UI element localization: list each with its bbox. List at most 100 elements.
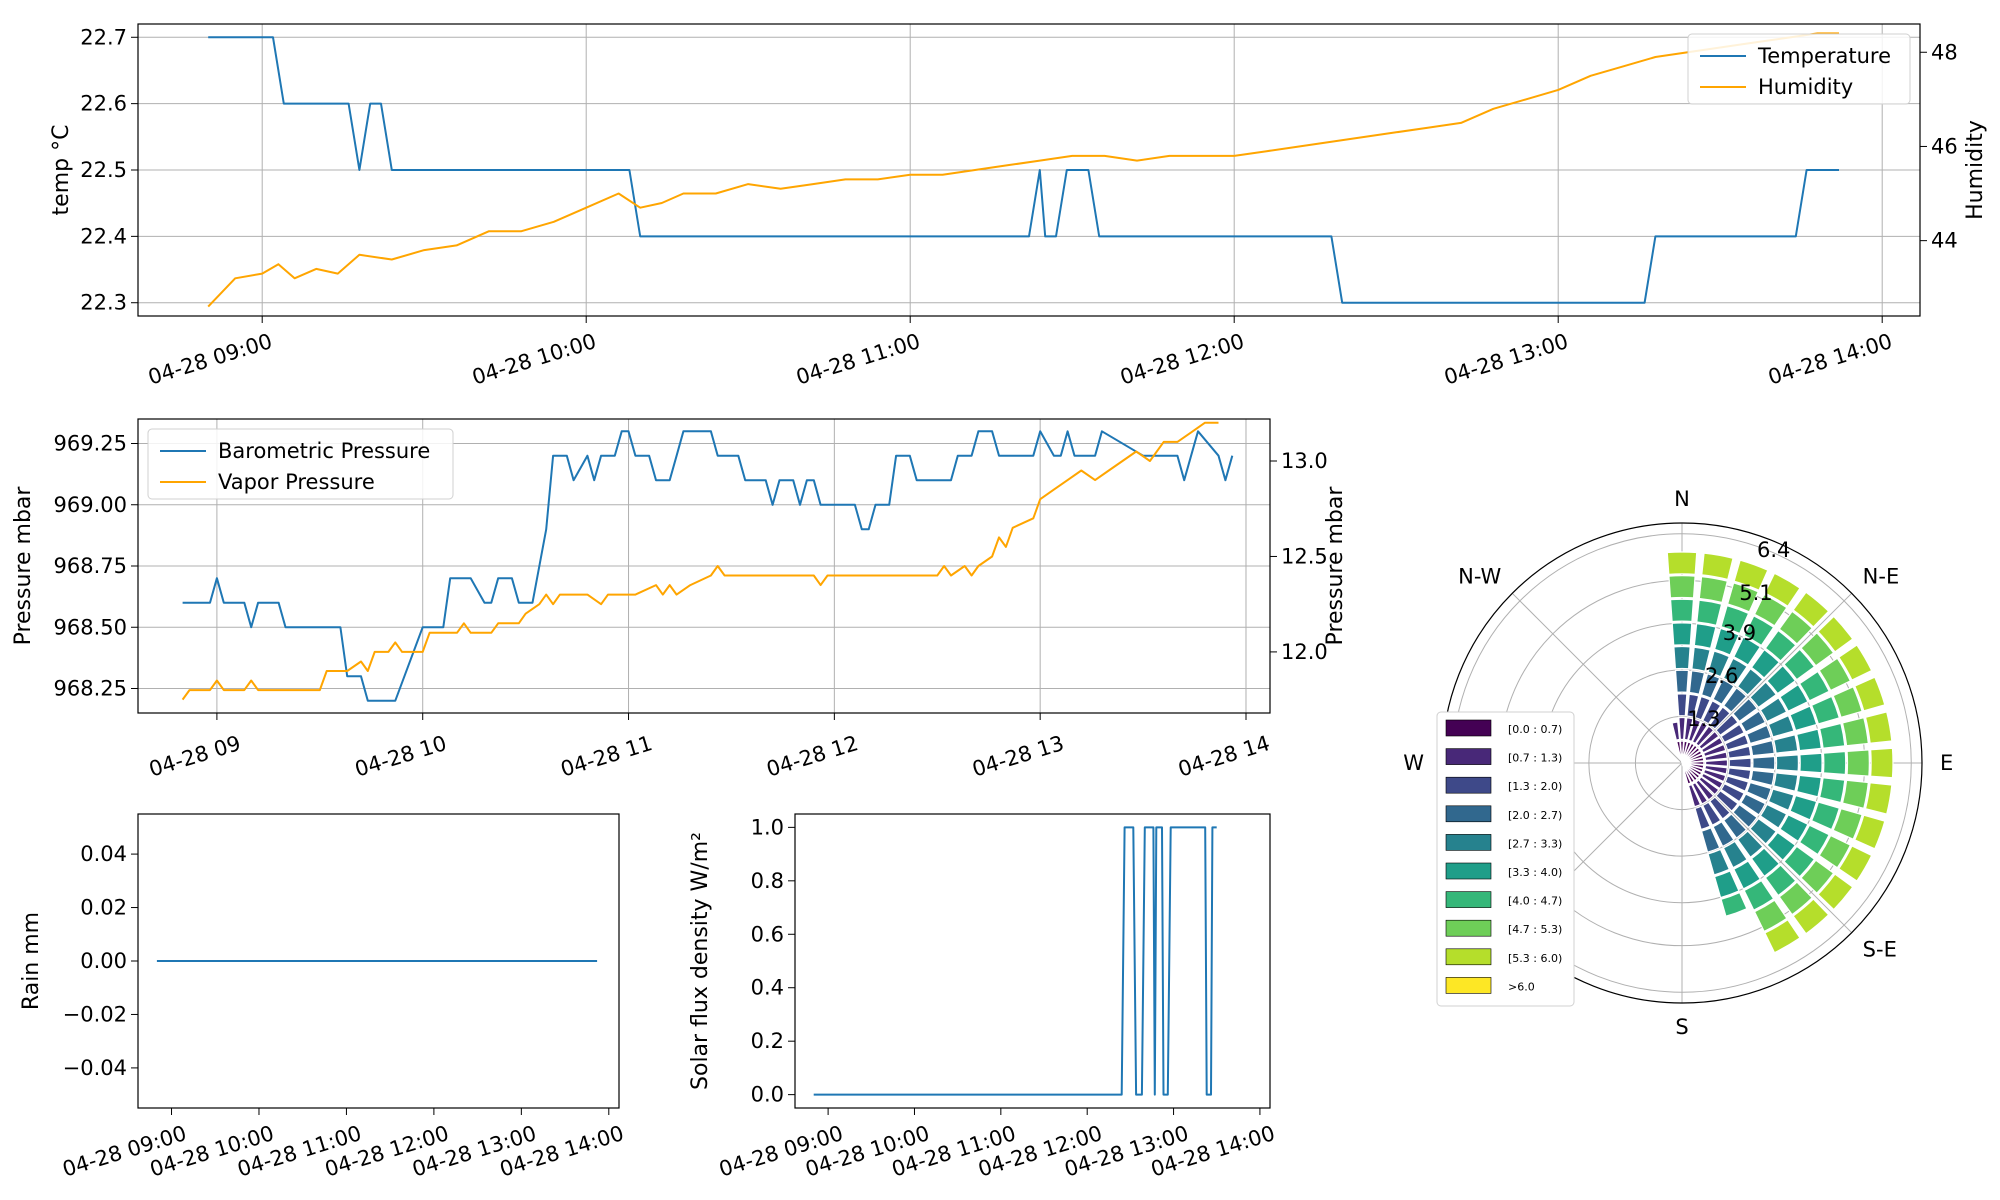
wind-bar-segment	[1728, 757, 1752, 769]
wind-bar-segment	[1853, 676, 1886, 712]
y-tick-label: 22.3	[80, 291, 127, 315]
wind-bar-segment	[1767, 788, 1795, 812]
wind-bar-segment	[1798, 824, 1830, 856]
direction-label: E	[1940, 751, 1953, 775]
wind-bar-segment	[1818, 777, 1846, 804]
direction-spoke	[1511, 592, 1683, 764]
wind-bar-segment	[1722, 840, 1748, 869]
y2-tick-label: 46	[1931, 134, 1958, 158]
y-axis-label: Solar flux density W/m²	[688, 832, 713, 1090]
x-tick-label: 04-28 10:00	[469, 329, 599, 389]
wind-bar-segment	[1837, 644, 1873, 681]
wind-bar-segment	[1779, 814, 1809, 843]
wind-bar-segment	[1681, 753, 1704, 764]
wind-legend-label: [4.7 : 5.3)	[1508, 923, 1562, 936]
y-ticks: 968.25 968.50 968.75 969.00 969.25	[54, 432, 138, 701]
y-tick-label: 0.00	[80, 949, 127, 973]
wind-bar-segment	[1870, 747, 1894, 779]
wind-bar-segment	[1739, 793, 1767, 816]
y-tick-label: 0.04	[80, 842, 127, 866]
wind-bar-segment	[1799, 752, 1823, 774]
wind-bar-segment	[1810, 801, 1841, 831]
legend-label: Humidity	[1758, 75, 1853, 99]
wind-legend-label: [0.7 : 1.3)	[1508, 752, 1562, 765]
y2-tick-label: 44	[1931, 229, 1958, 253]
wind-legend: [0.0 : 0.7) [0.7 : 1.3) [1.3 : 2.0) [2.0 : …	[1436, 711, 1575, 1007]
legend-label: Vapor Pressure	[218, 470, 375, 494]
legend-label: Barometric Pressure	[218, 439, 430, 463]
wind-bar-segment	[1720, 782, 1745, 803]
wind-bar-segment	[1749, 817, 1778, 845]
wind-legend-swatch	[1445, 948, 1492, 966]
y-axis-label: Pressure mbar	[11, 486, 36, 646]
x-tick-label: 04-28 14:00	[1765, 329, 1895, 389]
wind-bar-segment	[1724, 775, 1750, 792]
x-ticks: 04-28 09 04-28 10 04-28 11 04-28 12 04-28 13…	[146, 713, 1273, 782]
wind-bar-segment	[1693, 623, 1717, 650]
wind-bar-segment	[1822, 750, 1847, 776]
x-ticks: 04-28 09:00 04-28 10:00 04-28 11:00 04-28 1…	[145, 316, 1895, 390]
wind-legend-swatch	[1445, 776, 1492, 794]
wind-bar-segment	[1795, 728, 1822, 752]
wind-bar-segment	[1733, 860, 1762, 890]
y2-tick-label: 48	[1931, 40, 1958, 64]
x-tick-label: 04-28 09	[146, 731, 243, 782]
wind-bar-segment	[1683, 717, 1694, 741]
wind-bar-segment	[1818, 722, 1846, 749]
x-tick-label: 04-28 09:00	[145, 329, 275, 389]
wind-bar-segment	[1702, 768, 1727, 783]
legend-label: Temperature	[1757, 44, 1891, 68]
y-tick-label: 22.5	[80, 158, 127, 182]
x-tick-label: 04-28 10	[352, 731, 449, 782]
wind-bar-segment	[1696, 599, 1723, 627]
direction-label: S-E	[1863, 938, 1897, 962]
wind-bar-segment	[1675, 740, 1683, 764]
y-ticks: 22.3 22.4 22.5 22.6 22.7	[80, 25, 138, 315]
y-tick-label: −0.04	[63, 1056, 127, 1080]
wind-bar-segment	[1691, 646, 1711, 672]
wind-bar-segment	[1753, 593, 1788, 627]
y-tick-label: 969.25	[54, 432, 127, 456]
series-line-humidity	[207, 32, 1839, 308]
wind-bar-segment	[1783, 648, 1816, 681]
wind-bar-segment	[1832, 807, 1863, 840]
wind-bar-segment	[1671, 721, 1681, 741]
y2-ticks: 12.0 12.5 13.0	[1270, 449, 1328, 664]
y-tick-label: 968.50	[54, 615, 127, 639]
direction-label: W	[1403, 751, 1424, 775]
wind-bar-segment	[1681, 762, 1696, 784]
wind-legend-swatch	[1445, 977, 1492, 994]
wind-bar-segment	[1749, 681, 1778, 709]
wind-bar-segment	[1673, 645, 1691, 670]
y-axis-label: Rain mm	[19, 912, 44, 1010]
y2-tick-label: 13.0	[1281, 449, 1328, 473]
wind-bar-segment	[1676, 693, 1688, 717]
wind-bar-segment	[1704, 764, 1728, 775]
wind-bar-segment	[1778, 610, 1813, 645]
wind-bar-segment	[1792, 898, 1830, 935]
wind-bar-segment	[1818, 834, 1852, 869]
wind-bar-segment	[1767, 714, 1795, 738]
wind-bar-segment	[1713, 627, 1740, 656]
wind-bar-segment	[1864, 711, 1893, 744]
x-tick-label: 04-28 14	[1175, 731, 1272, 782]
wind-bar-segment	[1750, 648, 1781, 679]
wind-bar-segment	[1745, 724, 1772, 745]
wind-bar-segment	[1681, 762, 1699, 782]
wind-bar-segment	[1708, 706, 1731, 730]
wind-legend-label: [2.7 : 3.3)	[1508, 837, 1562, 850]
wind-legend-label: [0.0 : 0.7)	[1508, 723, 1562, 736]
y-tick-label: 969.00	[54, 493, 127, 517]
wind-bar-segment	[1766, 664, 1797, 695]
wind-bar-segment	[1750, 739, 1775, 757]
y-tick-label: 22.6	[80, 92, 127, 116]
wind-bar-segment	[1700, 736, 1724, 754]
x-tick-label: 04-28 11	[558, 731, 655, 782]
wind-legend-label: [4.0 : 4.7)	[1508, 895, 1562, 908]
wind-bar-segment	[1707, 848, 1731, 876]
wind-bar-segment	[1837, 845, 1873, 882]
wind-bar-segment	[1841, 779, 1869, 810]
y-tick-label: 0.4	[751, 976, 784, 1000]
wind-bar-segment	[1817, 873, 1854, 911]
